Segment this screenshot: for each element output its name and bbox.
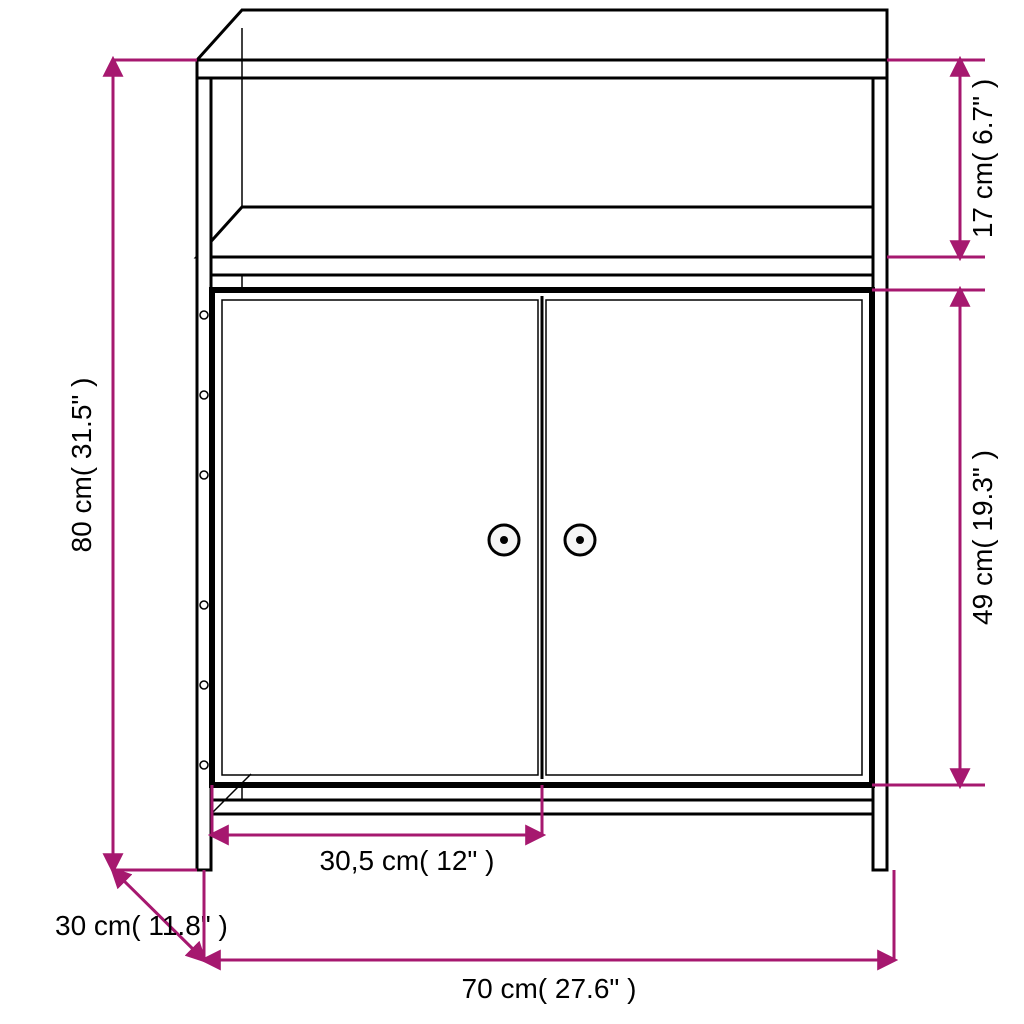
- cabinet-post: [197, 78, 211, 870]
- dimension-label: 17 cm( 6.7" ): [967, 79, 998, 238]
- dimension-label: 30,5 cm( 12" ): [320, 845, 495, 876]
- dimension-label: 70 cm( 27.6" ): [462, 973, 637, 1004]
- cabinet-top-front: [197, 60, 887, 78]
- dimension-label: 80 cm( 31.5" ): [66, 378, 97, 553]
- cabinet-shelf-face: [197, 207, 887, 257]
- cabinet-post: [873, 78, 887, 870]
- cabinet-top-face: [197, 10, 887, 60]
- dimension-label: 30 cm( 11.8" ): [55, 910, 228, 941]
- dimension-label: 49 cm( 19.3" ): [967, 450, 998, 625]
- cabinet-shelf-front: [197, 257, 887, 275]
